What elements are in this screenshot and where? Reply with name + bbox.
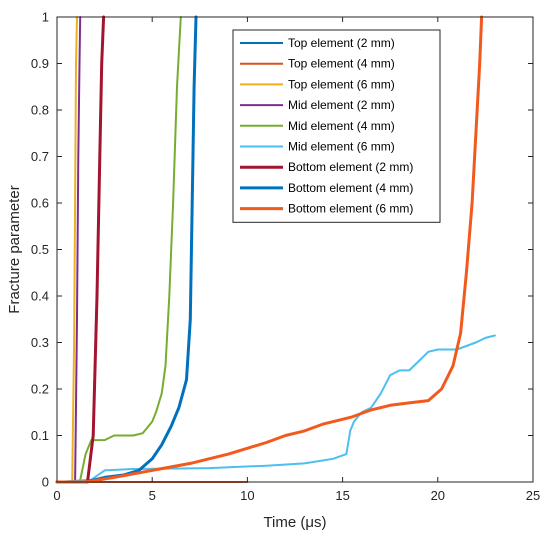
y-tick-label: 0.7 xyxy=(31,149,49,164)
y-tick-label: 1 xyxy=(42,10,49,25)
legend-entry: Top element (2 mm) xyxy=(288,36,395,50)
legend-entry: Bottom element (6 mm) xyxy=(288,202,413,216)
x-tick-label: 20 xyxy=(431,488,445,503)
legend-entry: Mid element (6 mm) xyxy=(288,140,395,154)
series-line-5 xyxy=(56,16,182,483)
x-tick-label: 10 xyxy=(240,488,254,503)
series-line-6 xyxy=(56,334,496,483)
y-tick-label: 0.4 xyxy=(31,289,49,304)
y-tick-label: 0.8 xyxy=(31,103,49,118)
legend-entry: Top element (4 mm) xyxy=(288,57,395,71)
y-tick-label: 0.1 xyxy=(31,428,49,443)
legend: Top element (2 mm) Top element (4 mm) Top … xyxy=(232,29,441,223)
x-tick-label: 15 xyxy=(335,488,349,503)
legend-entry: Top element (6 mm) xyxy=(288,77,395,91)
y-tick-label: 0.9 xyxy=(31,56,49,71)
x-axis-label: Time (μs) xyxy=(263,514,326,531)
y-axis-label: Fracture parameter xyxy=(6,185,23,313)
y-tick-label: 0.2 xyxy=(31,382,49,397)
axes-layer: 0 5 10 15 20 25 0 0.1 0.2 0.3 0.4 0.5 0.6 0.7 0.8 0.9 1 xyxy=(31,10,540,504)
y-tick-label: 0.6 xyxy=(31,196,49,211)
x-tick-label: 5 xyxy=(149,488,156,503)
legend-entry: Bottom element (4 mm) xyxy=(288,181,413,195)
series-line-9 xyxy=(55,15,484,484)
legend-entry: Mid element (2 mm) xyxy=(288,98,395,112)
y-tick-label: 0.5 xyxy=(31,242,49,257)
legend-entry: Bottom element (2 mm) xyxy=(288,160,413,174)
x-tick-label: 25 xyxy=(526,488,540,503)
y-tick-label: 0 xyxy=(42,475,49,490)
y-tick-label: 0.3 xyxy=(31,335,49,350)
legend-entry: Mid element (4 mm) xyxy=(288,119,395,133)
x-tick-label: 0 xyxy=(53,488,60,503)
